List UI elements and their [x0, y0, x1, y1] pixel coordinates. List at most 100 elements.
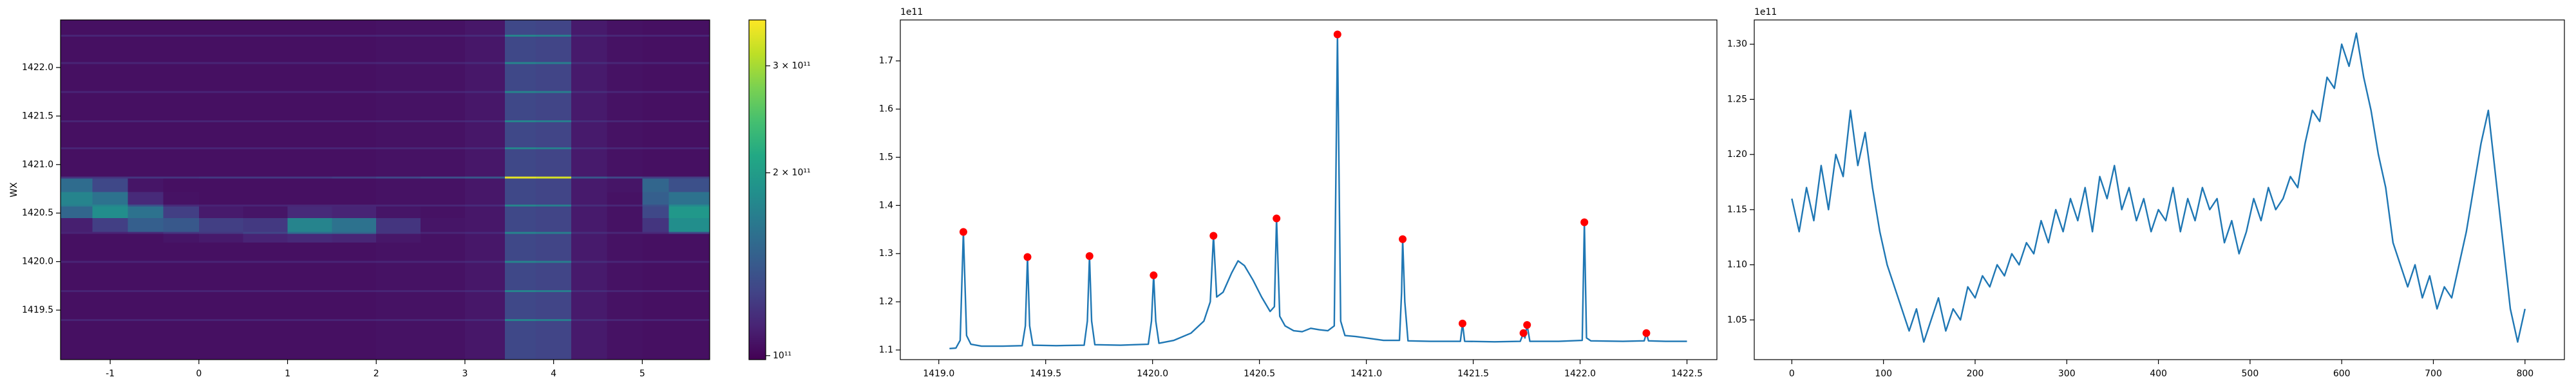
heatmap-cell	[536, 290, 572, 292]
heatmap-cell	[163, 147, 200, 150]
heatmap-cell	[376, 192, 421, 205]
heatmap-cell	[571, 192, 607, 205]
heatmap-cell	[536, 204, 572, 207]
y-tick-label: 1.30	[1727, 39, 1747, 50]
heatmap-cell	[607, 318, 643, 322]
heatmap-cell	[504, 63, 536, 91]
heatmap-cell	[92, 61, 129, 64]
heatmap-cell	[128, 149, 164, 177]
heatmap-cell	[607, 36, 643, 62]
heatmap-cell	[668, 178, 710, 192]
heatmap-cell	[668, 291, 710, 320]
heatmap-cell	[464, 233, 506, 243]
heatmap-cell	[642, 206, 670, 219]
heatmap-cell	[376, 320, 421, 360]
heatmap-cell	[464, 290, 506, 292]
heatmap-cell	[571, 178, 607, 192]
heatmap-cell	[92, 122, 129, 148]
heatmap-cell	[464, 217, 506, 232]
heatmap-cell	[464, 120, 506, 122]
heatmap-cell	[61, 178, 93, 192]
heatmap-cell	[642, 120, 670, 122]
heatmap-cell	[198, 176, 244, 179]
heatmap-cell	[571, 290, 607, 292]
heatmap-cell	[607, 291, 643, 320]
heatmap-cell	[198, 61, 244, 64]
heatmap-cell	[607, 178, 643, 192]
x-tick-label: 1421.0	[1350, 369, 1382, 379]
heatmap-cell	[332, 91, 377, 93]
heatmap-cell	[198, 192, 244, 205]
heatmap-cell	[332, 290, 377, 292]
heatmap-cell	[421, 318, 466, 322]
heatmap-cell	[607, 217, 643, 232]
heatmap-cell	[421, 217, 466, 232]
heatmap-cell	[642, 318, 670, 322]
heatmap-cell	[504, 192, 536, 205]
heatmap-cell	[668, 261, 710, 263]
heatmap-cell	[198, 206, 244, 219]
heatmap-cell	[332, 147, 377, 150]
heatmap-cell	[607, 320, 643, 360]
heatmap-cell	[421, 36, 466, 62]
heatmap-cell	[607, 20, 643, 35]
heatmap-cell	[536, 261, 572, 263]
heatmap-cell	[332, 34, 377, 37]
heatmap-cell	[421, 231, 466, 234]
heatmap-cell	[668, 206, 710, 219]
colorbar	[749, 20, 766, 360]
heatmap-cell	[421, 147, 466, 150]
heatmap-cell	[668, 233, 710, 243]
heatmap-cell	[464, 261, 506, 263]
heatmap-cell	[332, 149, 377, 177]
heatmap-cell	[128, 63, 164, 91]
heatmap-cell	[61, 261, 93, 263]
heatmap-cell	[61, 20, 93, 35]
heatmap-cell	[668, 93, 710, 120]
heatmap-cell	[128, 261, 164, 263]
heatmap-cell	[642, 176, 670, 179]
heatmap-cell	[61, 217, 93, 232]
heatmap-cell	[128, 206, 164, 219]
heatmap-cell	[376, 176, 421, 179]
heatmap-cell	[642, 242, 670, 261]
heatmap-cell	[287, 217, 332, 232]
offset-label: 1e11	[900, 7, 923, 17]
heatmap-cell	[92, 120, 129, 122]
heatmap-cell	[376, 149, 421, 177]
heatmap-cell	[376, 318, 421, 322]
heatmap-cell	[287, 233, 332, 243]
x-tick-label: 300	[2058, 369, 2076, 379]
x-tick-label: 1	[285, 369, 290, 379]
x-tick-label: 800	[2516, 369, 2533, 379]
heatmap-cell	[504, 61, 536, 64]
heatmap-cell	[332, 231, 377, 234]
heatmap-cell	[61, 192, 93, 205]
heatmap-cell	[571, 147, 607, 150]
x-tick-label: 600	[2333, 369, 2351, 379]
heatmap-cell	[536, 147, 572, 150]
heatmap-cell	[92, 36, 129, 62]
heatmap-cell	[504, 291, 536, 320]
heatmap-cell	[504, 149, 536, 177]
y-tick-label: 1.20	[1727, 149, 1747, 160]
heatmap-cell	[163, 91, 200, 93]
heatmap-cell	[642, 262, 670, 290]
heatmap-cell	[198, 63, 244, 91]
heatmap-cell	[536, 149, 572, 177]
heatmap-cell	[332, 176, 377, 179]
heatmap-cell	[504, 206, 536, 219]
heatmap-cell	[536, 231, 572, 234]
heatmap-cell	[421, 204, 466, 207]
heatmap-cell	[504, 120, 536, 122]
peak-marker	[1333, 30, 1341, 39]
heatmap-cell	[332, 206, 377, 219]
heatmap-cell	[163, 290, 200, 292]
heatmap-cell	[504, 320, 536, 360]
heatmap-cell	[92, 176, 129, 179]
heatmap-cell	[198, 204, 244, 207]
heatmap-cell	[128, 242, 164, 261]
heatmap-cell	[376, 261, 421, 263]
heatmap-cell	[128, 290, 164, 292]
